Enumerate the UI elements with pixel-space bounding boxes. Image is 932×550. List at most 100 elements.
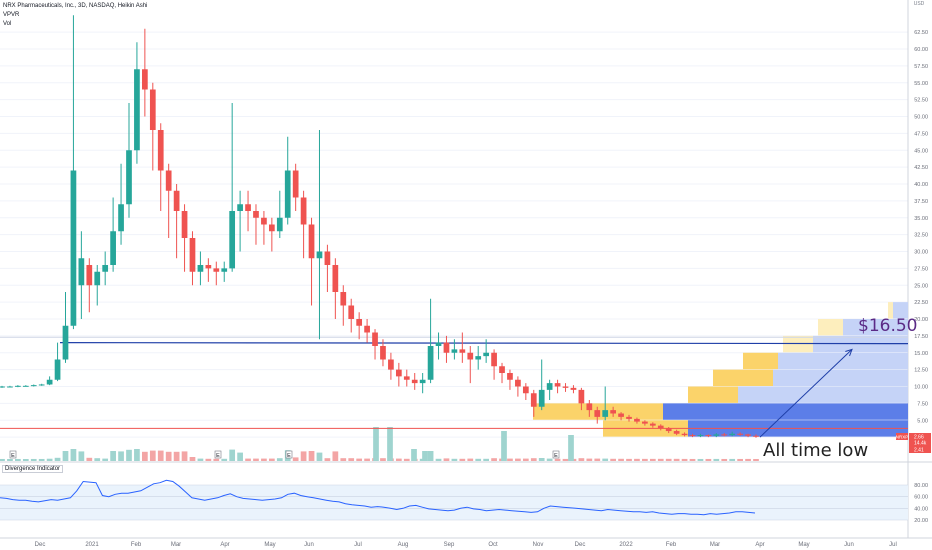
time-tick-label: 2022 [619, 542, 633, 548]
candle-body [7, 386, 13, 388]
candle-body [253, 211, 259, 218]
price-tick-label: 7.50 [917, 401, 928, 407]
candle-body [737, 433, 743, 435]
price-tick-label: 47.50 [914, 131, 928, 137]
price-tick-label: 30.00 [914, 250, 928, 256]
candle-body [38, 384, 45, 386]
vpvr-label[interactable]: VPVR [3, 12, 20, 18]
volume-bar [649, 458, 656, 461]
candle-body [229, 211, 236, 269]
volume-bars [0, 427, 759, 461]
time-tick-label: Dec [35, 542, 46, 548]
volume-bar [62, 451, 69, 461]
volume-bar [673, 458, 680, 461]
volume-bar [70, 449, 77, 461]
volume-bar [165, 451, 172, 461]
candle-body [721, 434, 728, 436]
volume-bar [86, 457, 93, 461]
price-tag-bg [909, 433, 931, 440]
volume-bar [261, 458, 267, 461]
candle-body [142, 69, 148, 90]
volume-bar [0, 458, 5, 461]
volume-bar [665, 458, 672, 461]
candle-body [522, 386, 529, 394]
price-tick-label: 17.50 [914, 334, 928, 340]
volume-bar [245, 458, 251, 461]
candle-body [586, 403, 593, 411]
time-tick-label: Apr [220, 542, 229, 548]
candle-body [602, 410, 609, 417]
volume-bar [467, 458, 474, 461]
price-tick-label: 40.00 [914, 182, 928, 188]
trend-arrow-head [845, 348, 853, 357]
indicator-label[interactable]: Divergence Indicator [2, 465, 64, 473]
candle-body [745, 434, 751, 436]
event-marker-box [214, 450, 222, 459]
volume-spike [568, 435, 574, 461]
time-tick-label: Oct [488, 542, 498, 548]
candle-body [0, 386, 5, 388]
all-time-low-annotation: All time low [763, 440, 869, 461]
volume-bar [308, 451, 315, 461]
volume-bar [689, 458, 696, 461]
event-marker-label: E [216, 453, 220, 459]
volume-bar [451, 458, 458, 461]
volume-bar [634, 458, 640, 461]
candle-body [300, 197, 307, 225]
price-tick-label: 50.00 [914, 115, 928, 121]
price-tick-label: 12.50 [914, 368, 928, 374]
candle-body [626, 416, 632, 419]
candle-body [753, 435, 759, 437]
time-tick-label: Aug [398, 542, 409, 548]
candle-body [642, 421, 648, 424]
candle-body [649, 423, 656, 426]
candle-body [340, 292, 347, 306]
event-marker-label: E [287, 453, 291, 459]
price-tag-bg [909, 446, 931, 453]
vp-row-up [713, 369, 773, 386]
candle-body [78, 258, 85, 286]
candle-body [499, 366, 505, 373]
volume-bar [292, 457, 299, 461]
candle-body [467, 352, 474, 360]
volume-spike [373, 427, 379, 461]
volume-bar [538, 458, 545, 461]
volume-label[interactable]: Vol [3, 21, 12, 27]
candle-body [189, 238, 196, 272]
candle-body [427, 346, 434, 380]
candle-body [316, 251, 323, 259]
volume-bar [380, 458, 386, 461]
volume-bar [197, 458, 204, 461]
candle-body [364, 325, 370, 333]
volume-bar [54, 457, 61, 461]
price-tick-label: 20.00 [914, 317, 928, 323]
volume-bar [213, 458, 220, 461]
volume-bar [15, 458, 21, 461]
vp-row-down [663, 403, 908, 420]
candle-body [245, 204, 251, 211]
volume-bar [681, 458, 688, 461]
candle-body [94, 271, 101, 286]
time-tick-label: Jun [844, 542, 854, 548]
vp-row-up [888, 302, 893, 319]
candle-body [697, 435, 704, 437]
price-tick-label: 5.00 [917, 418, 928, 424]
candle-body [665, 428, 672, 432]
volume-bar [721, 458, 728, 461]
price-tick-label: 27.50 [914, 266, 928, 272]
volume-bar [316, 452, 323, 461]
volume-bar [610, 458, 616, 461]
candle-body [268, 224, 275, 232]
candle-body [443, 342, 450, 353]
volume-bar [546, 458, 553, 461]
volume-bar [753, 458, 759, 461]
vp-row-up [743, 352, 778, 370]
candle-body [713, 434, 720, 436]
candle-body [70, 170, 77, 326]
volume-spike [422, 451, 428, 461]
event-marker-box [552, 450, 560, 459]
indicator-tick-label: 60.00 [914, 495, 928, 501]
volume-bar [332, 451, 339, 461]
